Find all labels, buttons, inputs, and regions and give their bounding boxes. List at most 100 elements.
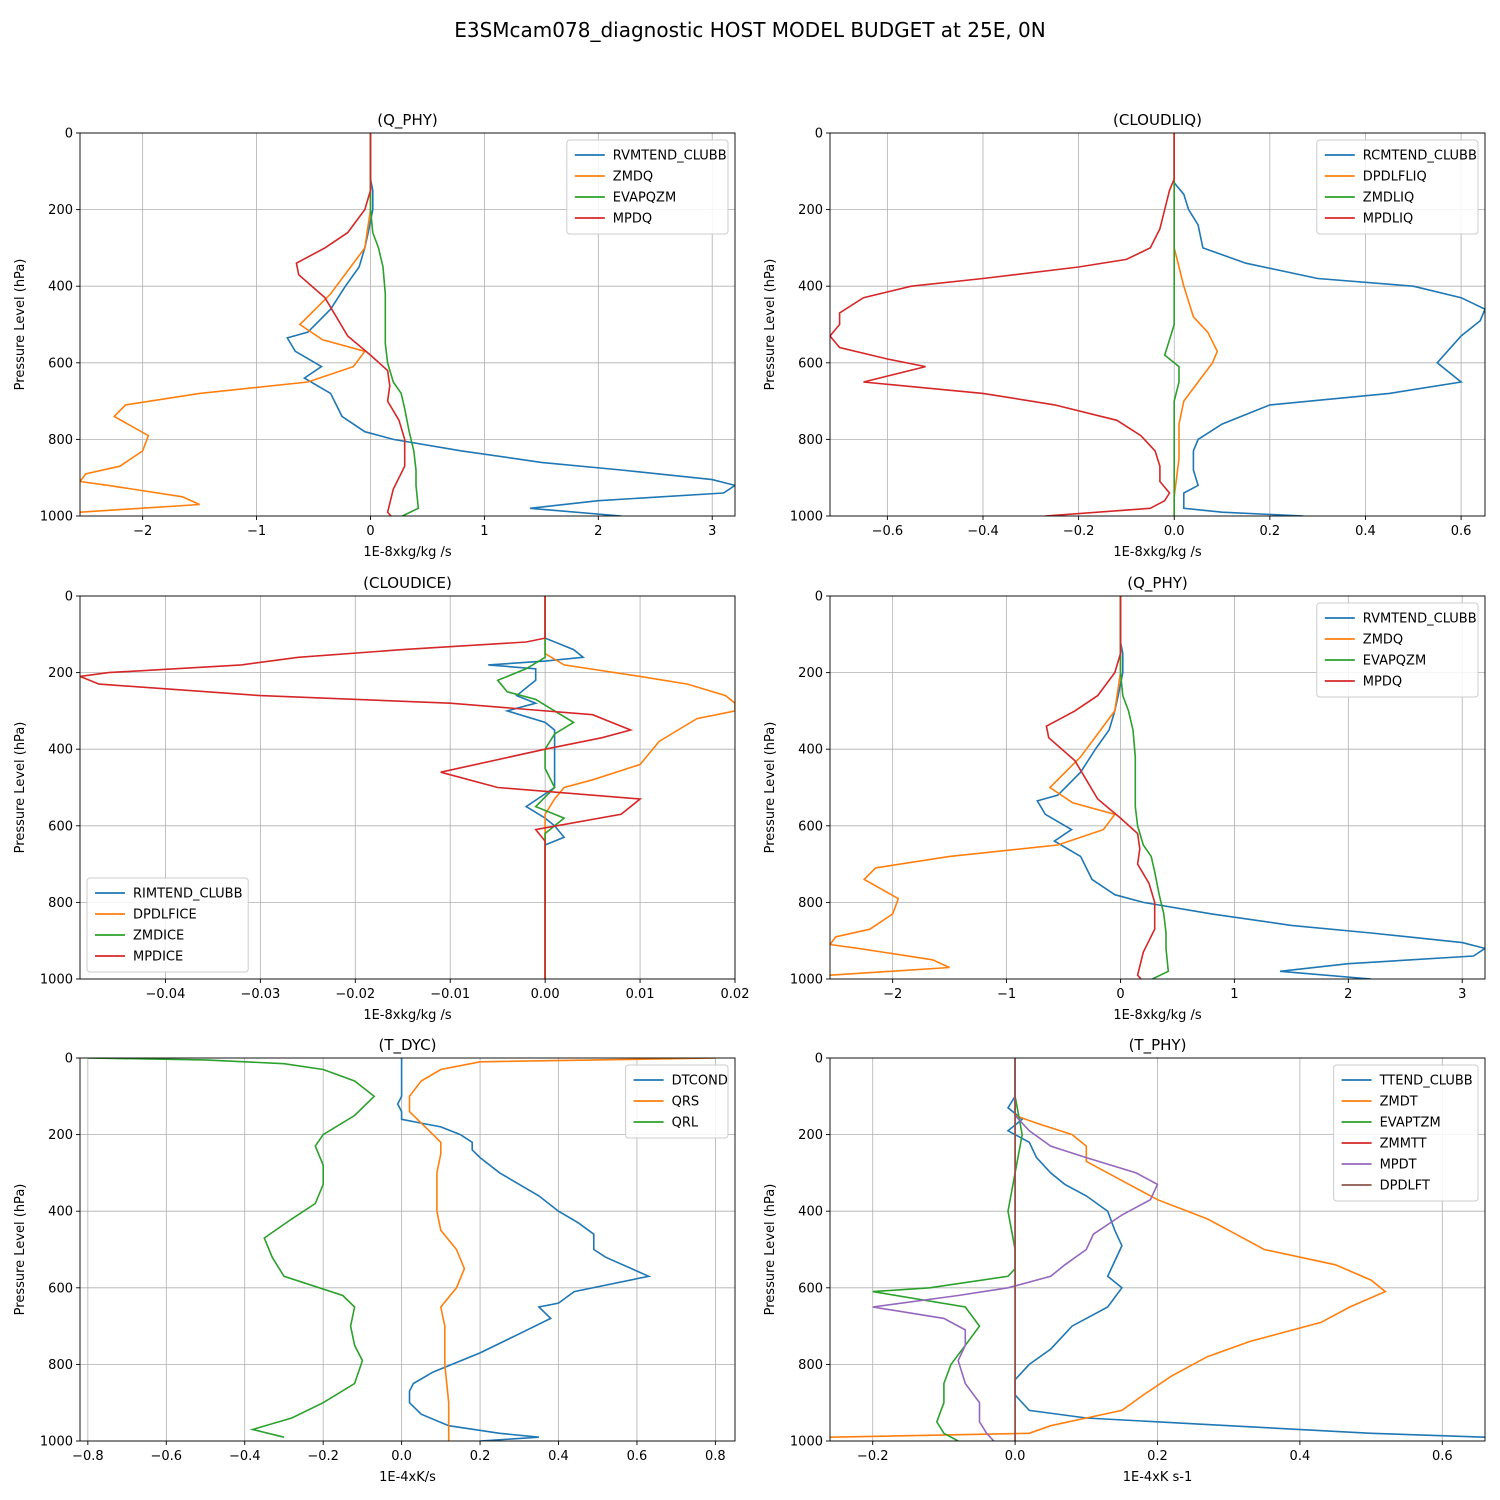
legend-box	[86, 877, 249, 973]
x-tick-label: −0.03	[240, 987, 280, 1002]
legend-label: DPDLFT	[1380, 1179, 1430, 1194]
panel-1: −2 −1 0 1 2 3 0 200 400 600 800 1000 (Q_PHY) 1E-8xkg/…	[13, 111, 736, 560]
series-line-zmdt	[830, 1058, 1387, 1438]
x-tick-label: 0.4	[1290, 1449, 1311, 1464]
panel-6: −0.2 0.0 0.2 0.4 0.6 0 200 400 600 800 1000 (T_PHY)…	[763, 1036, 1486, 1485]
legend-box	[1316, 139, 1479, 235]
series-line-mpdq	[1045, 596, 1156, 979]
y-tick-label: 1000	[790, 1435, 823, 1450]
y-tick-label: 200	[798, 666, 823, 681]
legend-label: MPDQ	[613, 212, 652, 227]
y-tick-label: 200	[798, 203, 823, 218]
series-line-dpdlfliq	[1173, 133, 1219, 516]
legend-box	[1333, 1064, 1479, 1202]
series-line-evapqzm	[1119, 596, 1170, 979]
y-tick-label: 800	[48, 1358, 73, 1373]
legend-label: MPDT	[1380, 1158, 1417, 1173]
x-tick-label: −0.8	[72, 1449, 104, 1464]
x-tick-label: −0.2	[857, 1449, 889, 1464]
axes-frame	[829, 595, 1486, 980]
legend-label: MPDICE	[133, 950, 183, 965]
x-tick-label: −0.4	[229, 1449, 261, 1464]
x-tick-label: 0.01	[626, 987, 655, 1002]
axes-frame	[79, 132, 736, 517]
series-line-zmdq	[80, 133, 372, 513]
x-tick-label: 2	[1344, 987, 1352, 1002]
y-tick-label: 0	[815, 1052, 823, 1067]
series-line-qrl	[87, 1058, 376, 1438]
panel-2: −0.6 −0.4 −0.2 0.0 0.2 0.4 0.6 0 200 400 600 800 100…	[763, 111, 1486, 560]
legend-label: QRS	[672, 1095, 700, 1110]
series-line-rcmtend-clubb	[1173, 133, 1485, 516]
legend-label: EVAPQZM	[613, 191, 676, 206]
legend-label: DPDLFICE	[133, 908, 197, 923]
legend-label: RIMTEND_CLUBB	[133, 887, 243, 902]
panel-4: −2 −1 0 1 2 3 0 200 400 600 800 1000 (Q_PHY) 1E-8xkg/…	[763, 574, 1486, 1023]
y-tick-label: 400	[798, 743, 823, 758]
x-axis-label: 1E-4xK/s	[379, 1470, 436, 1485]
legend-label: ZMDLIQ	[1363, 191, 1414, 206]
legend-box	[566, 139, 729, 235]
x-tick-label: −1	[247, 524, 266, 539]
series-line-dpdlfice	[544, 596, 735, 979]
x-tick-label: −1	[997, 987, 1016, 1002]
y-tick-label: 1000	[40, 510, 73, 525]
y-axis-label: Pressure Level (hPa)	[13, 1184, 28, 1316]
y-tick-label: 400	[48, 743, 73, 758]
y-tick-label: 1000	[40, 1435, 73, 1450]
x-tick-label: 0.2	[1260, 524, 1281, 539]
legend-label: DTCOND	[672, 1074, 728, 1089]
legend: DTCOND QRS QRL	[625, 1064, 729, 1139]
series-line-mpdt	[872, 1058, 1159, 1441]
x-tick-label: −0.2	[1063, 524, 1095, 539]
series-line-mpdice	[80, 596, 643, 979]
y-tick-label: 400	[48, 280, 73, 295]
figure-suptitle: E3SMcam078_diagnostic HOST MODEL BUDGET …	[454, 18, 1046, 42]
y-tick-label: 800	[798, 896, 823, 911]
legend-label: EVAPTZM	[1380, 1116, 1441, 1131]
series-line-evapqzm	[369, 133, 420, 516]
panel-title: (CLOUDLIQ)	[1113, 111, 1202, 129]
panel-title: (T_PHY)	[1129, 1036, 1187, 1055]
series-line-zmdliq	[1163, 133, 1180, 516]
y-tick-label: 600	[798, 356, 823, 371]
x-tick-label: 0.4	[548, 1449, 569, 1464]
legend: TTEND_CLUBB ZMDT EVAPTZM ZMMTT MPDT DPDLFT	[1333, 1064, 1479, 1202]
x-tick-label: 0.6	[627, 1449, 648, 1464]
legend: RVMTEND_CLUBB ZMDQ EVAPQZM MPDQ	[566, 139, 729, 235]
x-axis-label: 1E-8xkg/kg /s	[363, 545, 452, 560]
legend: RIMTEND_CLUBB DPDLFICE ZMDICE MPDICE	[86, 877, 249, 973]
y-tick-label: 800	[48, 433, 73, 448]
x-tick-label: −0.01	[430, 987, 470, 1002]
x-tick-label: 0.4	[1355, 524, 1376, 539]
x-tick-label: 0	[1116, 987, 1124, 1002]
axes-frame	[79, 595, 736, 980]
x-tick-label: 0.02	[721, 987, 750, 1002]
series-line-mpdliq	[830, 133, 1175, 516]
x-axis-label: 1E-8xkg/kg /s	[1113, 1008, 1202, 1023]
y-tick-label: 0	[65, 1052, 73, 1067]
y-tick-label: 200	[48, 1128, 73, 1143]
x-tick-label: 0.8	[705, 1449, 726, 1464]
legend-box	[1316, 602, 1479, 698]
y-axis-label: Pressure Level (hPa)	[13, 259, 28, 391]
series-line-rimtend-clubb	[488, 596, 586, 979]
y-tick-label: 200	[48, 203, 73, 218]
legend-label: RCMTEND_CLUBB	[1363, 149, 1477, 164]
legend-label: EVAPQZM	[1363, 654, 1426, 669]
y-tick-label: 800	[798, 1358, 823, 1373]
legend-label: MPDQ	[1363, 675, 1402, 690]
y-tick-label: 600	[48, 356, 73, 371]
panel-title: (CLOUDICE)	[363, 574, 452, 592]
y-tick-label: 600	[798, 1281, 823, 1296]
series-line-qrs	[408, 1058, 716, 1441]
x-tick-label: 1	[480, 524, 488, 539]
series-line-zmdice	[496, 596, 576, 979]
x-tick-label: 0.00	[531, 987, 560, 1002]
x-tick-label: 0.0	[391, 1449, 412, 1464]
legend-box	[625, 1064, 729, 1139]
y-tick-label: 600	[48, 819, 73, 834]
y-tick-label: 1000	[790, 973, 823, 988]
legend-label: MPDLIQ	[1363, 212, 1413, 227]
series-line-dtcond	[396, 1058, 652, 1441]
